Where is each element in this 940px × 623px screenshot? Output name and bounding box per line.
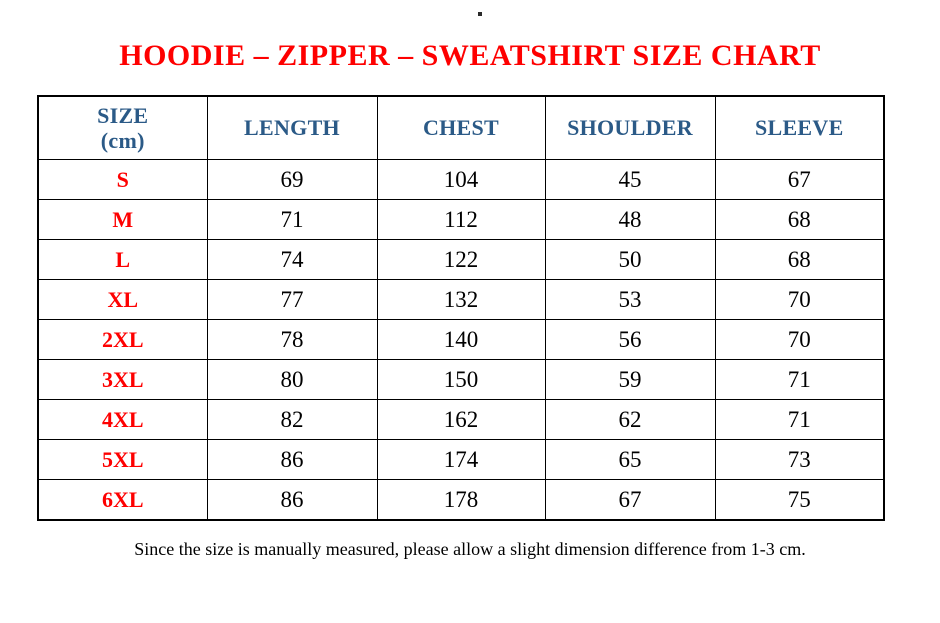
- sleeve-cell: 73: [714, 439, 885, 480]
- sleeve-cell: 68: [714, 199, 885, 240]
- sleeve-cell: 67: [714, 159, 885, 200]
- column-header-length: LENGTH: [206, 95, 378, 160]
- shoulder-cell: 48: [544, 199, 716, 240]
- shoulder-cell: 53: [544, 279, 716, 320]
- table-row-xl: XL 77 132 53 70: [37, 279, 885, 320]
- chest-cell: 174: [376, 439, 546, 480]
- length-cell: 78: [206, 319, 378, 360]
- length-cell: 86: [206, 479, 378, 521]
- table-row-5xl: 5XL 86 174 65 73: [37, 439, 885, 480]
- length-cell: 71: [206, 199, 378, 240]
- chest-cell: 162: [376, 399, 546, 440]
- size-label-cell: XL: [37, 279, 208, 320]
- shoulder-cell: 62: [544, 399, 716, 440]
- size-label-cell: 6XL: [37, 479, 208, 521]
- table-row-3xl: 3XL 80 150 59 71: [37, 359, 885, 400]
- column-header-chest: CHEST: [376, 95, 546, 160]
- size-label-cell: L: [37, 239, 208, 280]
- shoulder-cell: 50: [544, 239, 716, 280]
- table-row-l: L 74 122 50 68: [37, 239, 885, 280]
- length-cell: 69: [206, 159, 378, 200]
- shoulder-cell: 67: [544, 479, 716, 521]
- sleeve-cell: 70: [714, 319, 885, 360]
- column-header-shoulder: SHOULDER: [544, 95, 716, 160]
- shoulder-cell: 56: [544, 319, 716, 360]
- table-row-s: S 69 104 45 67: [37, 159, 885, 200]
- size-label-cell: 3XL: [37, 359, 208, 400]
- size-header-line1: SIZE: [97, 102, 149, 128]
- sleeve-cell: 68: [714, 239, 885, 280]
- chest-cell: 150: [376, 359, 546, 400]
- size-chart-table: SIZE (cm) LENGTH CHEST SHOULDER SLEEVE S…: [37, 95, 885, 521]
- length-cell: 86: [206, 439, 378, 480]
- page-title: HOODIE – ZIPPER – SWEATSHIRT SIZE CHART: [119, 39, 821, 72]
- length-cell: 77: [206, 279, 378, 320]
- sleeve-cell: 70: [714, 279, 885, 320]
- table-row-m: M 71 112 48 68: [37, 199, 885, 240]
- size-label-cell: M: [37, 199, 208, 240]
- size-label-cell: S: [37, 159, 208, 200]
- chest-cell: 140: [376, 319, 546, 360]
- stray-dot-mark: [478, 12, 482, 16]
- table-row-4xl: 4XL 82 162 62 71: [37, 399, 885, 440]
- table-row-2xl: 2XL 78 140 56 70: [37, 319, 885, 360]
- sleeve-cell: 71: [714, 359, 885, 400]
- column-header-sleeve: SLEEVE: [714, 95, 885, 160]
- table-row-6xl: 6XL 86 178 67 75: [37, 479, 885, 521]
- chest-cell: 104: [376, 159, 546, 200]
- shoulder-cell: 65: [544, 439, 716, 480]
- chest-cell: 122: [376, 239, 546, 280]
- shoulder-cell: 45: [544, 159, 716, 200]
- table-header-row: SIZE (cm) LENGTH CHEST SHOULDER SLEEVE: [37, 95, 885, 160]
- length-cell: 74: [206, 239, 378, 280]
- chest-cell: 132: [376, 279, 546, 320]
- size-header-line2: (cm): [100, 128, 145, 153]
- size-label-cell: 2XL: [37, 319, 208, 360]
- length-cell: 82: [206, 399, 378, 440]
- measurement-disclaimer: Since the size is manually measured, ple…: [134, 539, 806, 559]
- sleeve-cell: 75: [714, 479, 885, 521]
- column-header-size: SIZE (cm): [37, 95, 208, 160]
- chest-cell: 178: [376, 479, 546, 521]
- size-label-cell: 5XL: [37, 439, 208, 480]
- size-label-cell: 4XL: [37, 399, 208, 440]
- sleeve-cell: 71: [714, 399, 885, 440]
- length-cell: 80: [206, 359, 378, 400]
- shoulder-cell: 59: [544, 359, 716, 400]
- chest-cell: 112: [376, 199, 546, 240]
